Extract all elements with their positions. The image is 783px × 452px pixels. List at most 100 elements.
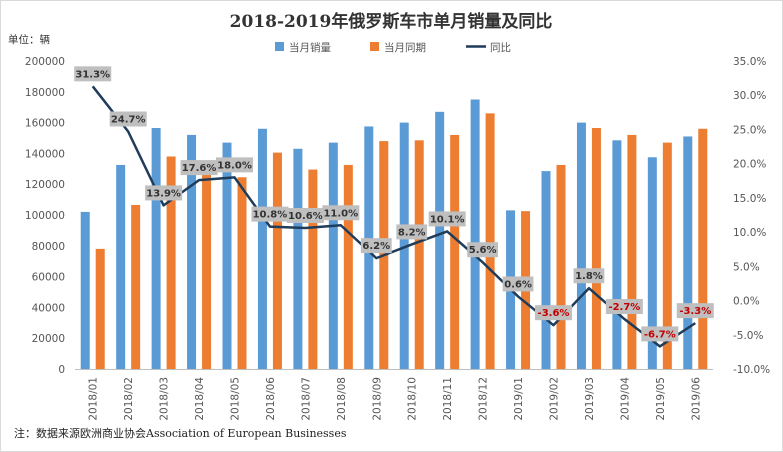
x-axis-tick-label: 2018/02 (123, 377, 135, 421)
bar-prior-year (485, 113, 495, 369)
data-label: 10.8% (253, 210, 288, 221)
x-axis-tick-label: 2019/02 (549, 377, 561, 421)
right-axis-tick-label: 5.0% (733, 261, 760, 273)
bar-monthly-sales (222, 142, 232, 369)
bar-monthly-sales (151, 127, 161, 370)
data-label: -3.3% (679, 306, 711, 317)
left-axis-tick-label: 100000 (25, 210, 65, 222)
legend: 当月销量 当月同期 同比 (275, 41, 511, 54)
data-label-box (396, 224, 428, 240)
right-axis-tick-label: 15.0% (733, 193, 766, 205)
left-axis-tick-label: 120000 (25, 179, 65, 191)
x-axis-tick-label: 2018/05 (230, 377, 242, 421)
right-axis-tick-label: 0.0% (733, 296, 760, 308)
data-label: 13.9% (146, 188, 181, 199)
data-label-box (535, 305, 572, 321)
legend-swatch (275, 42, 284, 51)
left-axis-tick-label: 0 (58, 364, 65, 376)
data-label-box (428, 211, 466, 227)
x-axis-tick-label: 2019/01 (513, 377, 525, 421)
bar-prior-year (131, 204, 141, 369)
bar-monthly-sales (576, 122, 586, 369)
right-axis-tick-label: 20.0% (733, 159, 766, 171)
data-label-box (145, 185, 183, 201)
bar-prior-year (166, 156, 176, 369)
bar-prior-year (591, 127, 601, 370)
bar-monthly-sales (399, 122, 409, 369)
x-axis-tick-label: 2018/10 (407, 377, 419, 421)
chart-title: 2018-2019年俄罗斯车市单月销量及同比 (230, 11, 553, 32)
left-axis-tick-label: 140000 (25, 148, 65, 160)
data-label-box (74, 66, 112, 82)
bar-prior-year (202, 168, 212, 369)
data-label-box (502, 276, 534, 292)
bar-monthly-sales (116, 164, 126, 369)
data-label-box (286, 208, 324, 224)
x-axis-tick-label: 2018/03 (159, 377, 171, 421)
bar-monthly-sales (647, 157, 657, 369)
data-label: 1.8% (575, 271, 603, 282)
right-axis-tick-label: 35.0% (733, 56, 766, 68)
source-note: 注：数据来源欧洲商业协会Association of European Busi… (14, 426, 347, 440)
x-axis-tick-label: 2018/11 (442, 377, 454, 421)
x-axis-tick-label: 2018/07 (300, 377, 312, 421)
right-axis-tick-label: -5.0% (733, 330, 763, 342)
data-label-box (573, 268, 605, 284)
data-labels-layer: 31.3% 24.7% 13.9% 17.6% 18.0% 10.8% 10.6% 11.0%… (74, 66, 714, 342)
left-axis-tick-label: 200000 (25, 56, 65, 68)
bar-prior-year (698, 128, 708, 369)
x-axis-tick-label: 2018/09 (371, 377, 383, 421)
data-label-box (109, 111, 147, 127)
bar-monthly-sales (435, 111, 445, 369)
data-label: 18.0% (217, 160, 252, 171)
data-label: 10.6% (288, 211, 323, 222)
left-axis-tick-label: 160000 (25, 118, 65, 130)
bar-prior-year (627, 134, 637, 369)
data-label: 6.2% (362, 241, 390, 252)
x-axis-tick-label: 2019/03 (584, 377, 596, 421)
right-axis-tick-label: -10.0% (733, 364, 770, 376)
bar-monthly-sales (257, 128, 267, 369)
bar-prior-year (272, 152, 282, 369)
right-axis-tick-label: 25.0% (733, 124, 766, 136)
bar-prior-year (343, 164, 353, 369)
axes-layer: 0 20000 40000 60000 80000 100000 120000 140000 1… (25, 56, 770, 421)
x-axis-tick-label: 2019/05 (655, 377, 667, 421)
left-axis-tick-label: 40000 (32, 302, 65, 314)
right-axis-tick-label: 30.0% (733, 90, 766, 102)
x-axis-tick-label: 2018/08 (336, 377, 348, 421)
data-label: 24.7% (111, 114, 146, 125)
legend-label: 同比 (490, 41, 511, 54)
left-axis-tick-label: 80000 (32, 241, 65, 253)
line-layer (91, 85, 696, 348)
yoy-line (91, 85, 696, 348)
data-label: -6.7% (644, 329, 676, 340)
legend-label: 当月销量 (289, 41, 331, 54)
bar-monthly-sales (683, 136, 693, 369)
legend-label: 当月同期 (384, 41, 426, 54)
bar-monthly-sales (470, 99, 480, 369)
x-axis-tick-label: 2018/12 (478, 377, 490, 421)
data-label-box (251, 206, 289, 222)
x-axis-tick-label: 2019/04 (619, 377, 631, 421)
x-axis-tick-label: 2018/06 (265, 377, 277, 421)
data-label: 8.2% (398, 227, 426, 238)
bar-prior-year (308, 169, 318, 369)
data-label: 11.0% (323, 208, 358, 219)
bar-monthly-sales (187, 134, 197, 369)
data-label-box (180, 160, 218, 176)
data-label-box (676, 303, 714, 319)
data-label: 31.3% (75, 69, 110, 80)
bar-monthly-sales (80, 211, 90, 369)
bar-prior-year (95, 248, 105, 369)
left-axis-tick-label: 60000 (32, 272, 65, 284)
bar-monthly-sales (541, 171, 551, 369)
data-label-box (641, 326, 679, 342)
data-label: 17.6% (182, 163, 217, 174)
data-label-box (467, 242, 499, 258)
legend-swatch (370, 42, 379, 51)
bar-monthly-sales (293, 148, 303, 369)
bar-monthly-sales (328, 142, 338, 369)
